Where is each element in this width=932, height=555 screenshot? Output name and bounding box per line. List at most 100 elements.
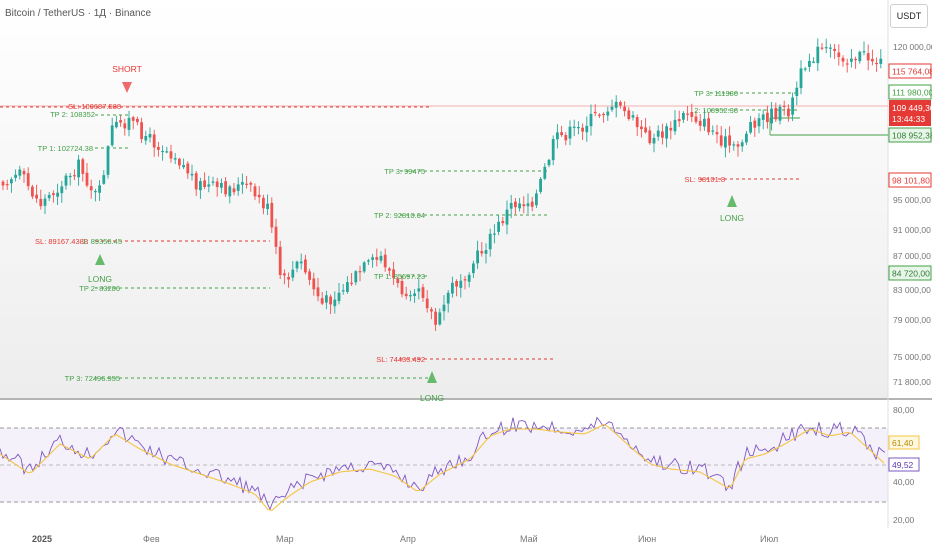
candle-body: [816, 46, 820, 64]
candle-body: [123, 123, 127, 129]
price-tag-box: [888, 127, 932, 143]
candle-body: [396, 278, 400, 283]
candle-body: [661, 131, 664, 138]
candle-body: [480, 251, 484, 254]
candle-body: [140, 122, 143, 140]
rsi-tag-box: [888, 457, 920, 472]
tp-label: TP 3: 72496.955: [65, 374, 120, 383]
candle-body: [337, 292, 341, 302]
candle-body: [476, 250, 479, 264]
candle-body: [766, 112, 769, 122]
candle-body: [47, 194, 51, 199]
candle-body: [837, 52, 841, 57]
currency-button[interactable]: USDT: [890, 4, 928, 28]
price-tag-box: [888, 265, 932, 281]
candle-body: [127, 117, 131, 130]
candle-body: [375, 257, 379, 260]
price-tag: 84 720,00: [892, 269, 930, 279]
candle-body: [463, 279, 467, 281]
candle-body: [136, 118, 139, 123]
price-axis-label: 83 000,00: [893, 285, 931, 295]
price-tag: 98 101,80: [892, 176, 930, 186]
candle-body: [5, 184, 9, 186]
candle-body: [249, 182, 253, 185]
candle-body: [749, 122, 752, 133]
candle-body: [623, 106, 626, 112]
candle-body: [119, 120, 122, 123]
candle-body: [157, 147, 160, 150]
candle-body: [724, 136, 727, 148]
candle-body: [316, 287, 320, 297]
candle-body: [854, 58, 857, 61]
candle-body: [451, 282, 454, 294]
price-axis-label: 120 000,00: [893, 42, 932, 52]
candle-body: [593, 111, 597, 114]
candle-body: [858, 51, 862, 62]
candle-body: [413, 293, 416, 296]
candle-body: [799, 68, 803, 89]
candle-body: [665, 126, 668, 139]
candle-body: [518, 203, 521, 209]
candle-body: [350, 282, 353, 284]
candle-body: [488, 233, 492, 250]
candle-body: [400, 281, 404, 295]
price-tag: 111 980,00: [892, 88, 932, 98]
candle-body: [879, 58, 883, 64]
candle-body: [539, 178, 542, 192]
candle-body: [505, 209, 509, 225]
tp-label: TP 3: 99475: [384, 167, 425, 176]
rsi-ma-line: [0, 423, 885, 511]
candle-body: [812, 61, 815, 63]
candle-body: [707, 118, 710, 133]
candle-body: [98, 185, 101, 193]
candle-body: [165, 151, 169, 153]
sl-label: SL: 89167.4388: [35, 237, 88, 246]
candle-body: [669, 127, 673, 131]
long-signal-label: LONG: [420, 393, 444, 403]
time-axis-label: Май: [520, 534, 538, 544]
price-axis-label: 75 000,00: [893, 352, 931, 362]
candle-body: [152, 134, 156, 148]
candle-body: [110, 125, 114, 146]
candle-body: [598, 114, 601, 116]
candle-body: [404, 293, 408, 297]
candle-body: [543, 166, 547, 179]
candle-body: [648, 130, 652, 144]
candle-body: [64, 175, 68, 186]
candle-body: [719, 135, 723, 146]
candle-body: [257, 194, 261, 198]
candle-body: [866, 53, 870, 61]
rsi-axis-label: 80,00: [893, 405, 915, 415]
candle-body: [299, 261, 303, 264]
candle-body: [417, 288, 421, 292]
candle-body: [434, 311, 437, 325]
candle-body: [850, 58, 853, 62]
rsi-ma-value: 61,40: [892, 438, 914, 448]
candle-body: [173, 158, 177, 160]
candle-body: [610, 106, 614, 110]
candle-body: [875, 62, 878, 65]
candle-body: [652, 138, 656, 144]
tp-label: TP 2: 108352: [50, 110, 95, 119]
candle-body: [371, 257, 374, 260]
candle-body: [560, 132, 563, 136]
candle-body: [442, 304, 446, 312]
rsi-value: 49,52: [892, 460, 914, 470]
candle-body: [199, 181, 202, 191]
long-signal-icon: [727, 195, 737, 207]
candle-body: [341, 290, 345, 292]
candle-body: [220, 183, 223, 188]
candle-body: [514, 201, 517, 208]
price-tag-box: [888, 84, 932, 100]
candle-body: [732, 144, 736, 146]
candle-body: [472, 263, 475, 274]
candle-body: [270, 202, 274, 228]
rsi-ma-tag-box: [888, 435, 920, 450]
candle-body: [509, 203, 513, 209]
candle-body: [18, 169, 22, 176]
candle-body: [169, 151, 173, 159]
candle-body: [484, 250, 488, 254]
candle-body: [304, 259, 307, 273]
